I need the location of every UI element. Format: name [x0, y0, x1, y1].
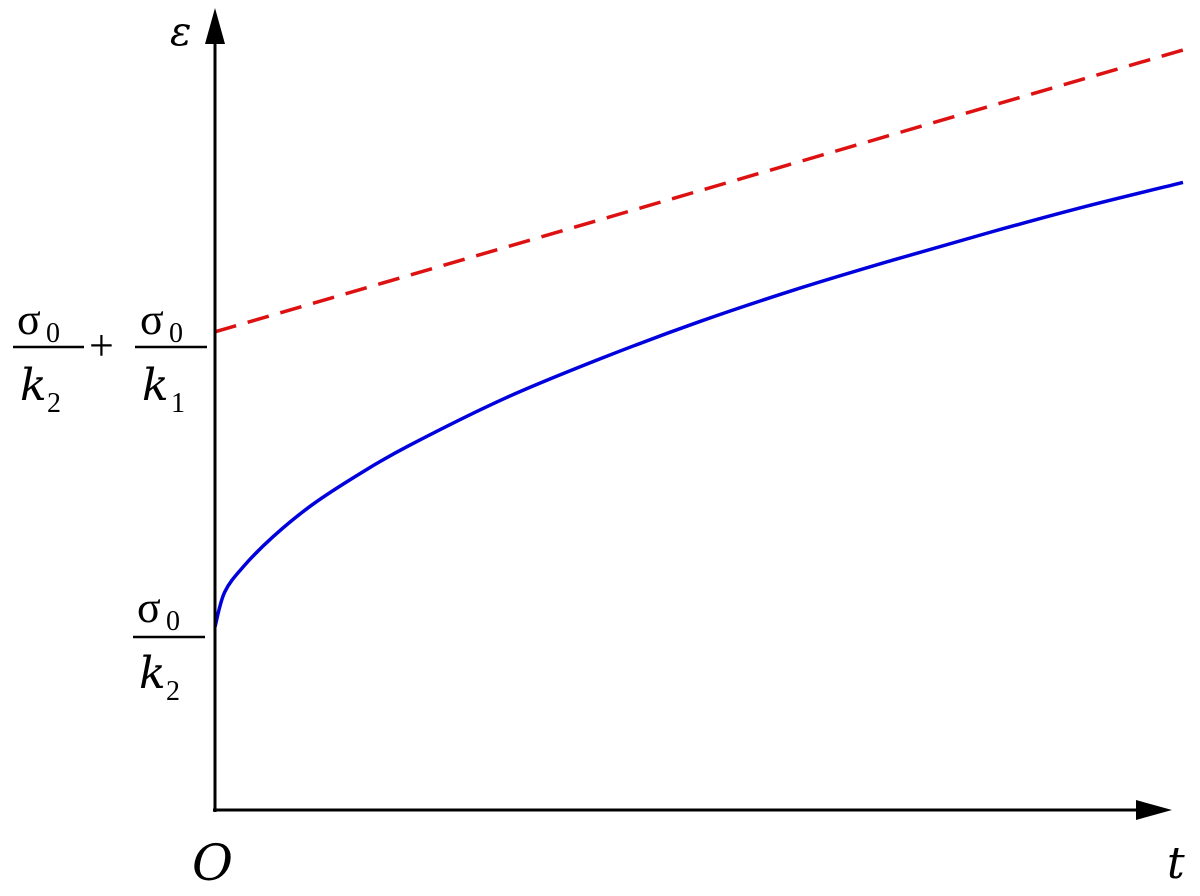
subscript-two: 2: [47, 388, 61, 419]
subscript-zero: 0: [166, 606, 180, 637]
sigma-symbol: σ: [17, 295, 41, 344]
sigma-symbol: σ: [140, 295, 164, 344]
subscript-one: 1: [171, 388, 185, 419]
creep-curve: [213, 180, 1184, 628]
y-axis-arrow: [205, 8, 225, 44]
x-axis-arrow: [1136, 800, 1172, 820]
k-symbol: k: [20, 360, 47, 411]
y-tick-label-sigma0-over-k2: σ 0 k 2: [133, 583, 205, 707]
x-axis-label: t: [1167, 838, 1185, 889]
origin-label: O: [192, 834, 233, 892]
asymptote-line: [214, 48, 1184, 334]
plus-sign: +: [89, 321, 114, 370]
subscript-zero: 0: [46, 318, 60, 349]
series-layer: [213, 48, 1184, 628]
subscript-zero: 0: [169, 318, 183, 349]
y-axis-label: ε: [170, 9, 191, 55]
k-symbol: k: [142, 360, 169, 411]
y-tick-label-sum: σ 0 k 2 + σ 0 k 1: [13, 295, 207, 419]
subscript-two: 2: [166, 676, 180, 707]
sigma-symbol: σ: [137, 583, 161, 632]
k-symbol: k: [139, 648, 166, 699]
